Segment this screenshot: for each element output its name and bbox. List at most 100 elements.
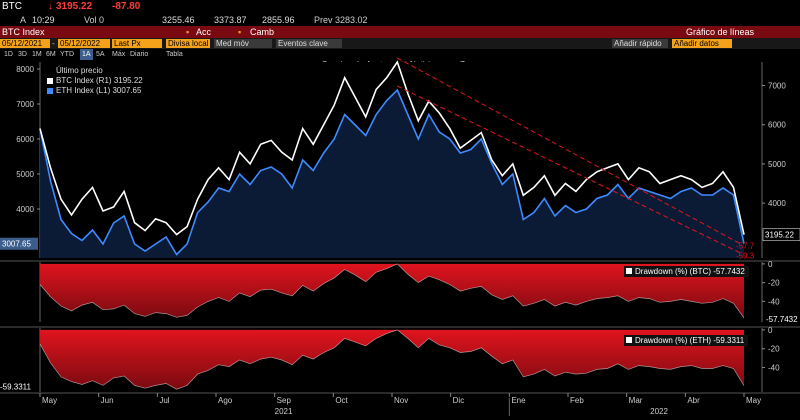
legend: Último precio BTC Index (R1) 3195.22 ETH… xyxy=(47,66,143,96)
follow-button[interactable]: Seguir xyxy=(322,60,346,69)
btc-drawdown-last: -57.7432 xyxy=(713,267,745,276)
period-field[interactable]: Last Px xyxy=(112,39,162,48)
btc-drawdown-swatch xyxy=(626,268,632,274)
eth-swatch xyxy=(47,88,53,94)
frequency-field[interactable]: Diario xyxy=(130,51,149,58)
eth-drawdown-legend[interactable]: Drawdown (%) (ETH) -59.3311 xyxy=(624,335,749,346)
down-arrow-icon: ↓ xyxy=(48,1,53,12)
date-separator: - xyxy=(52,39,55,48)
x-tick-label: May xyxy=(42,396,57,405)
x-tick-label: Ene xyxy=(511,396,526,405)
x-tick-label: Oct xyxy=(335,396,348,405)
btc-trend-label: -57.7 xyxy=(736,242,755,251)
annotate-icon: ✎ xyxy=(356,60,363,69)
eth-drawdown-last: -59.3311 xyxy=(713,336,745,345)
last-price: 3195.22 xyxy=(56,1,93,12)
btc-swatch xyxy=(47,78,53,84)
zoom-button[interactable]: Zoom xyxy=(460,60,481,69)
btc-last-value: 3195.22 xyxy=(765,231,794,240)
year-label: 2021 xyxy=(275,407,293,416)
quote-time: 10:29 xyxy=(32,15,55,25)
currency-field[interactable]: Divisa local xyxy=(166,39,210,48)
x-tick-label: Feb xyxy=(570,396,584,405)
price-change: -87.80 xyxy=(112,1,141,12)
restore-icon xyxy=(442,75,447,80)
start-date-field[interactable]: 05/12/2021 xyxy=(0,39,50,48)
btc-last-tag xyxy=(762,228,800,241)
left-tick-label: 5000 xyxy=(16,170,34,179)
x-tick-label: Ago xyxy=(218,396,233,405)
x-tick-label: May xyxy=(746,396,761,405)
range-1d[interactable]: 1D xyxy=(4,51,13,58)
ohlc-line: A 10:29 Vol 0 3255.46 3373.87 2855.96 Pr… xyxy=(0,14,800,26)
right-tick-label: 6000 xyxy=(768,121,786,130)
change-menu-icon: ▪ xyxy=(238,27,242,37)
btc-line xyxy=(39,60,745,236)
btc-dd-tick-label: -40 xyxy=(768,297,780,306)
year-label: 2022 xyxy=(650,407,668,416)
eth-last-tag xyxy=(0,237,38,250)
open-price: 3255.46 xyxy=(162,15,195,25)
zoom-icon: ⌕ xyxy=(450,60,455,69)
volume: Vol 0 xyxy=(84,15,105,25)
eth-drawdown-swatch xyxy=(626,337,632,343)
eth-dd-last-value: -59.3311 xyxy=(0,383,32,392)
news-icon: ▤ xyxy=(400,60,408,69)
eth-area xyxy=(40,90,744,258)
legend-eth[interactable]: ETH Index (L1) 3007.65 xyxy=(47,86,141,96)
quick-add-button[interactable]: Añadir rápido xyxy=(612,39,668,48)
range-selector: 1D 3D 1M 6M YTD 1A 5A Máx Diario Tabla xyxy=(0,49,800,60)
legend-eth-label: ETH Index (L1) xyxy=(56,86,111,95)
eth-dd-tick-label: -40 xyxy=(768,364,780,373)
legend-btc[interactable]: BTC Index (R1) 3195.22 xyxy=(47,76,143,86)
range-3d[interactable]: 3D xyxy=(18,51,27,58)
legend-title: Último precio xyxy=(56,66,103,75)
range-ytd[interactable]: YTD xyxy=(60,51,74,58)
legend-btc-label: BTC Index (R1) xyxy=(56,76,112,85)
eth-dd-tick-label: 0 xyxy=(768,326,773,335)
left-tick-label: 6000 xyxy=(16,135,34,144)
x-tick-label: Dic xyxy=(453,396,465,405)
annotate-button[interactable]: Anotar xyxy=(366,60,390,69)
right-tick-label: 5000 xyxy=(768,160,786,169)
high-price: 3373.87 xyxy=(214,15,247,25)
x-tick-label: Sep xyxy=(277,396,292,405)
actions-menu-icon: ▪ xyxy=(186,27,190,37)
change-menu[interactable]: Camb xyxy=(250,27,275,37)
range-1m[interactable]: 1M xyxy=(32,51,42,58)
quote-header: BTC ↓ 3195.22 -87.80 xyxy=(0,0,800,14)
btc-dd-tick-label: -20 xyxy=(768,279,780,288)
legend-eth-value: 3007.65 xyxy=(112,86,142,95)
x-tick-label: Jul xyxy=(159,396,169,405)
key-events-toggle[interactable]: Eventos clave xyxy=(276,39,342,48)
eth-line xyxy=(39,88,745,256)
table-button[interactable]: Tabla xyxy=(166,51,183,58)
chart-controls: 05/12/2021 - 05/12/2022 Last Px Divisa l… xyxy=(0,38,800,49)
range-max[interactable]: Máx xyxy=(112,51,126,58)
legend-btc-value: 3195.22 xyxy=(113,76,143,85)
eth-dd-tick-label: -20 xyxy=(768,345,780,354)
btc-drawdown-legend[interactable]: Drawdown (%) (BTC) -57.7432 xyxy=(624,266,749,277)
range-6m[interactable]: 6M xyxy=(46,51,56,58)
x-tick-label: Abr xyxy=(687,396,700,405)
x-tick-label: Nov xyxy=(394,396,408,405)
btc-dd-tick-label: 0 xyxy=(768,260,773,269)
ticker-label[interactable]: BTC xyxy=(2,1,22,12)
eth-trend-label: -59.3 xyxy=(736,252,755,261)
moving-average-toggle[interactable]: Med móv xyxy=(214,39,272,48)
time-prefix: A xyxy=(20,15,27,25)
news-button[interactable]: Noticias xyxy=(410,60,439,69)
eth-last-value: 3007.65 xyxy=(2,240,31,249)
security-field[interactable]: BTC Index xyxy=(2,27,45,37)
range-5a[interactable]: 5A xyxy=(96,51,105,58)
x-tick-label: Jun xyxy=(101,396,114,405)
end-date-field[interactable]: 05/12/2022 xyxy=(58,39,110,48)
range-1a[interactable]: 1A xyxy=(80,49,93,60)
command-bar: BTC Index ▪ Acc ▪ Camb Gráfico de líneas xyxy=(0,26,800,38)
restore-label: Restaurar xyxy=(450,73,486,82)
add-data-button[interactable]: Añadir datos xyxy=(672,39,732,48)
restore-button[interactable]: Restaurar xyxy=(438,72,490,83)
x-axis: May Jun Jul Ago Sep Oct Nov Dic Ene Feb Mar Abr May 2… xyxy=(0,392,800,416)
actions-menu[interactable]: Acc xyxy=(196,27,212,37)
right-tick-label: 4000 xyxy=(768,199,786,208)
